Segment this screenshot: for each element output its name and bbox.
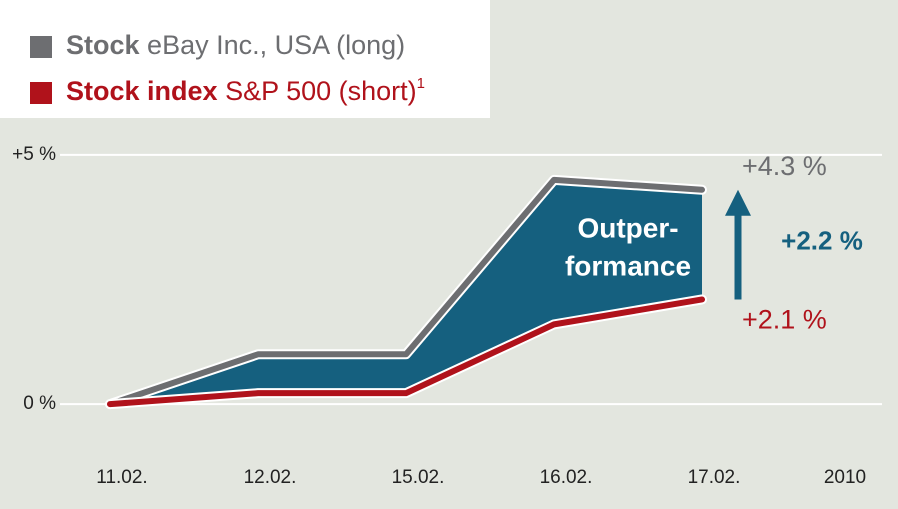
outperformance-area [110,179,702,405]
area-label: formance [565,250,691,281]
footnote-mark: 1 [417,75,425,92]
legend-key: Stock index [66,76,218,106]
legend-box [0,0,490,118]
x-tick-label: 12.02. [244,467,297,488]
x-tick-label: 16.02. [540,467,593,488]
legend-key: Stock [66,30,141,60]
x-tick-label: 15.02. [392,467,445,488]
legend-name: S&P 500 (short) [225,76,417,106]
series-line [107,296,705,408]
legend-name: eBay Inc., USA (long) [147,30,405,60]
series-line [107,176,705,408]
value-label: +4.3 % [742,151,827,181]
legend-swatch [30,82,52,104]
y-tick-label: +5 % [12,144,56,165]
arrow-head [725,189,751,216]
area-label: Outper- [577,212,678,243]
x-tick-label: 11.02. [96,467,147,488]
x-tick-label: 17.02. [688,467,741,488]
difference-label: +2.2 % [781,226,863,256]
value-label: +2.1 % [742,305,827,335]
y-tick-label: 0 % [23,393,56,414]
legend-swatch [30,36,52,58]
year-label: 2010 [824,467,866,488]
legend-label: Stock eBay Inc., USA (long) [66,30,405,60]
legend-label: Stock index S&P 500 (short)1 [66,75,425,106]
